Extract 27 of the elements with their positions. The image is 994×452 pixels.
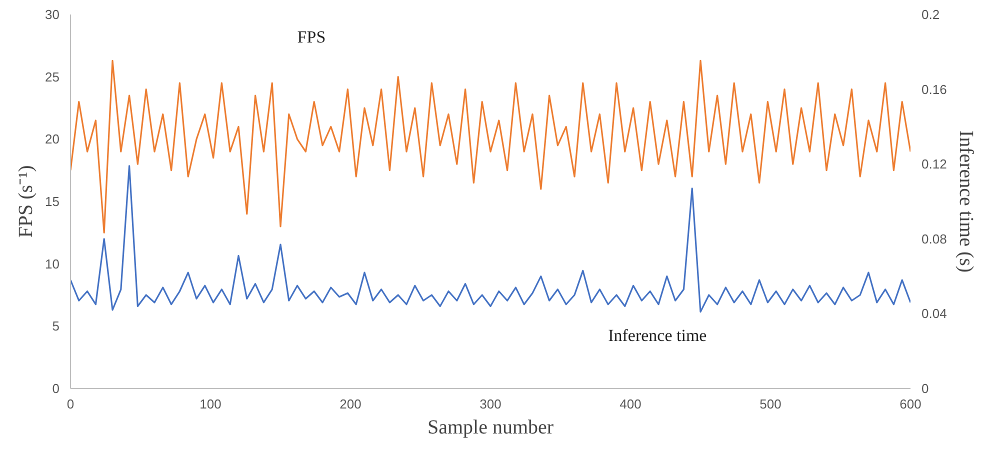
x-tick-label: 600 <box>900 396 922 412</box>
y-tick-label: 15 <box>45 194 60 209</box>
line-series <box>70 60 910 234</box>
x-tick-label: 400 <box>620 396 642 412</box>
y2-axis-title: Inference time (s) <box>954 130 977 273</box>
y-tick-label: 25 <box>45 69 60 84</box>
y2-tick-label: 0 <box>922 381 929 396</box>
y2-tick-label: 0.04 <box>922 306 947 322</box>
y2-tick-label: 0.16 <box>922 82 947 97</box>
x-tick-label: 100 <box>200 396 222 412</box>
series-label: Inference time <box>608 326 707 345</box>
x-tick-label: 0 <box>66 396 74 412</box>
x-axis-title: Sample number <box>427 416 554 438</box>
y-tick-label: 30 <box>45 7 60 22</box>
x-tick-label: 500 <box>760 396 782 412</box>
x-tick-label: 200 <box>340 396 362 412</box>
y2-tick-label: 0.2 <box>922 7 940 22</box>
x-tick-label: 300 <box>480 396 502 412</box>
y-tick-label: 20 <box>45 132 60 147</box>
y2-tick-label: 0.08 <box>922 231 947 246</box>
y-axis-title: FPS (s⁻¹) <box>15 165 38 238</box>
y-tick-label: 0 <box>52 381 60 396</box>
y-tick-label: 5 <box>52 318 60 334</box>
line-series <box>70 165 910 313</box>
y-tick-label: 10 <box>45 256 60 272</box>
text: FPS <box>297 28 326 47</box>
y2-tick-label: 0.12 <box>922 156 947 172</box>
